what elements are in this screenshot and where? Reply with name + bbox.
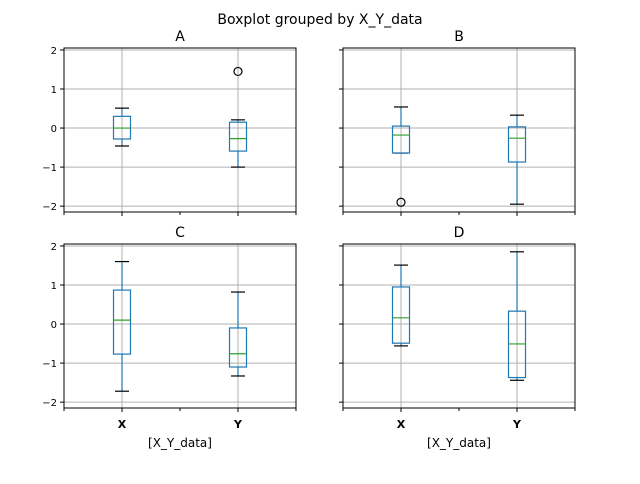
y-tick-label: −1 — [42, 163, 57, 174]
x-tick-label: Y — [512, 418, 522, 431]
y-tick-label: 1 — [51, 281, 57, 292]
axes-frame — [342, 47, 576, 213]
x-axis-label: [X_Y_data] — [427, 436, 491, 450]
subplot-d: X Y D [X_Y_data] — [339, 225, 576, 450]
x-tick-label: Y — [233, 418, 243, 431]
box-iqr — [112, 289, 132, 355]
y-tick-label: −2 — [42, 398, 57, 409]
subplot-title: B — [454, 29, 464, 45]
box-iqr — [391, 125, 411, 154]
y-tick-label: −1 — [42, 359, 57, 370]
box-iqr — [507, 126, 527, 163]
x-axis-label: [X_Y_data] — [148, 436, 212, 450]
axes-frame — [63, 243, 297, 409]
subplot-title: D — [454, 225, 465, 241]
subplot-c: 2 1 0 −1 −2 X Y C [X_Y_data] — [42, 225, 297, 450]
subplot-title: C — [175, 225, 185, 241]
box-iqr — [391, 286, 411, 344]
subplot-b: B — [339, 29, 576, 216]
y-tick-label: 0 — [51, 124, 57, 135]
y-tick-label: 0 — [51, 320, 57, 331]
subplot-title: A — [175, 29, 185, 45]
x-tick-label: X — [397, 418, 406, 431]
y-tick-label: 2 — [51, 46, 57, 57]
subplot-a: 2 1 0 −1 −2 A — [42, 29, 297, 216]
box-iqr — [228, 121, 248, 152]
axes-frame — [63, 47, 297, 213]
y-tick-label: 2 — [51, 242, 57, 253]
x-tick-label: X — [118, 418, 127, 431]
box-iqr — [228, 327, 248, 368]
flier-point — [396, 197, 406, 207]
axes-frame — [342, 243, 576, 409]
flier-point — [233, 66, 243, 77]
y-tick-label: −2 — [42, 202, 57, 213]
figure-title: Boxplot grouped by X_Y_data — [217, 12, 422, 28]
y-tick-label: 1 — [51, 85, 57, 96]
